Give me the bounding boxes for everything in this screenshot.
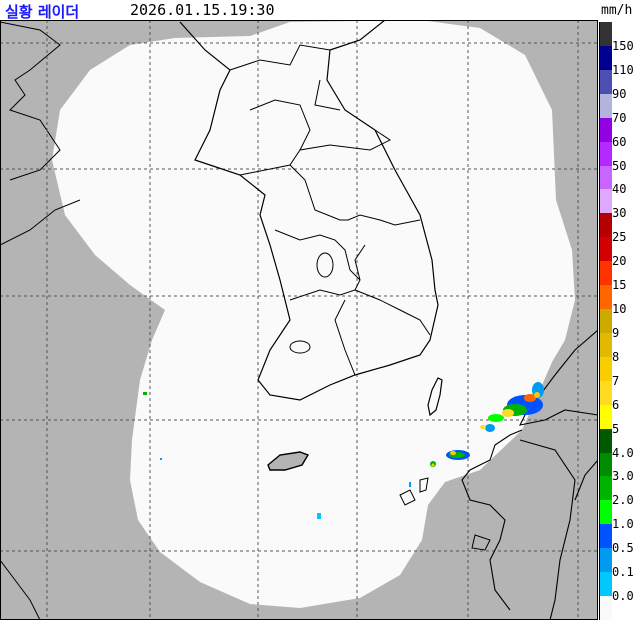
legend-label: 25 [612,230,627,245]
legend-label: 110 [612,62,634,77]
legend-color-segment [600,548,612,573]
legend-color-segment [600,141,612,166]
legend-label: 7 [612,373,620,388]
legend-label: 10 [612,302,627,317]
legend-color-segment [600,261,612,286]
china-coastline [0,21,81,620]
legend-label: 30 [612,206,627,221]
legend-label: 0.1 [612,565,634,580]
legend-label: 6 [612,397,620,412]
legend-color-segment [600,404,612,430]
legend-unit: mm/h [601,3,633,18]
legend-label: 4.0 [612,445,634,460]
legend-color-segment [600,285,612,310]
legend-color-segment [600,22,612,47]
legend-label: 5 [612,421,620,436]
legend-label: 60 [612,134,627,149]
legend-label: 50 [612,158,627,173]
legend-color-segment [600,572,612,597]
legend-label: 40 [612,182,627,197]
legend-color-segment [600,428,612,454]
legend-label: 9 [612,325,620,340]
legend-color-segment [600,93,612,119]
japan-islands [399,477,491,551]
legend-label: 70 [612,110,627,125]
legend-label: 150 [612,38,634,53]
precipitation-legend [599,22,612,620]
legend-label: 20 [612,254,627,269]
legend-color-segment [600,500,612,525]
legend-color-segment [600,117,612,143]
page-title: 실황 레이더 [5,3,80,21]
legend-color-segment [600,380,612,406]
radar-map[interactable] [0,20,598,620]
precipitation-echoes [143,382,544,519]
korean-peninsula-coastline [179,20,439,401]
legend-label: 3.0 [612,469,634,484]
legend-color-segment [600,237,612,262]
legend-color-segment [600,189,612,214]
legend-label: 2.0 [612,493,634,508]
legend-color-segment [600,476,612,501]
province-boundaries [229,44,431,376]
legend-color-segment [600,524,612,549]
observation-timestamp: 2026.01.15.19:30 [130,1,275,19]
legend-color-segment [600,213,612,238]
tsushima-island [427,377,443,417]
legend-color-segment [600,69,612,95]
radar-coverage-area [52,20,575,608]
legend-label: 8 [612,349,620,364]
legend-label: 1.0 [612,517,634,532]
legend-color-segment [600,309,612,334]
legend-label: 15 [612,278,627,293]
legend-color-segment [600,596,612,620]
legend-color-segment [600,165,612,190]
legend-label: 0.5 [612,541,634,556]
legend-color-segment [600,452,612,477]
legend-label: 90 [612,86,627,101]
legend-color-segment [600,356,612,382]
legend-label: 0.0 [612,589,634,604]
legend-color-segment [600,45,612,71]
legend-color-segment [600,332,612,358]
jeju-island [267,451,310,471]
